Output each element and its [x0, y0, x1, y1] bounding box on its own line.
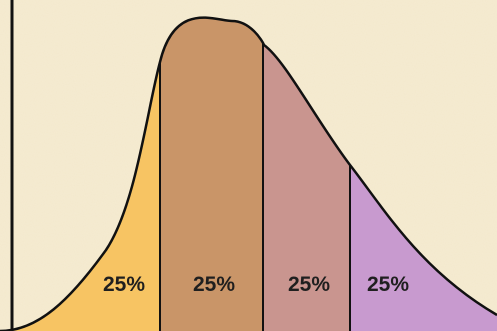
segment-3-label: 25% — [288, 273, 330, 296]
segment-4-label: 25% — [367, 273, 409, 296]
bell-curve — [0, 16, 497, 331]
segment-1-label: 25% — [103, 273, 145, 296]
segment-2-fill — [160, 17, 263, 331]
segment-2-label: 25% — [193, 273, 235, 296]
